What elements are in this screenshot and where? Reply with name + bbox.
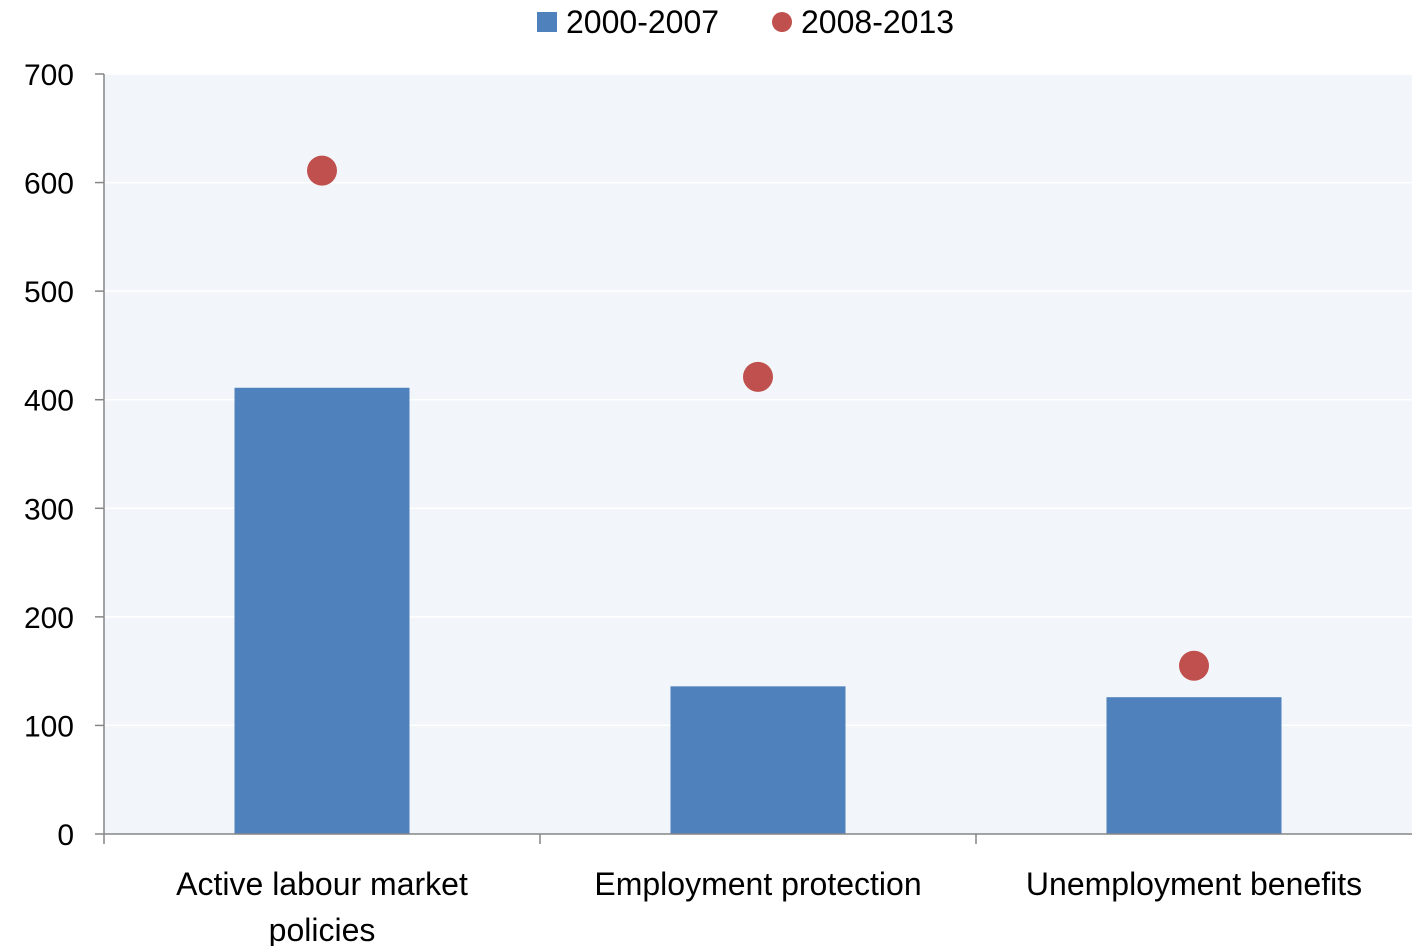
y-tick-label: 100 <box>24 710 74 743</box>
point-2008-2013 <box>743 361 773 392</box>
legend-swatch-2008-2013 <box>772 12 792 32</box>
legend: 2000-2007 2008-2013 <box>537 4 954 40</box>
x-category-label: Active labour market <box>176 866 468 902</box>
bar-2000-2007 <box>670 686 846 834</box>
y-tick-label: 600 <box>24 168 74 201</box>
legend-label-2008-2013: 2008-2013 <box>801 4 954 40</box>
y-tick-label: 700 <box>24 59 74 92</box>
x-category-label: Unemployment benefits <box>1026 866 1362 902</box>
y-tick-label: 200 <box>24 602 74 635</box>
bar-2000-2007 <box>1106 697 1282 834</box>
legend-swatch-2000-2007 <box>537 12 557 32</box>
legend-label-2000-2007: 2000-2007 <box>566 4 719 40</box>
x-category-label: policies <box>269 912 376 946</box>
point-2008-2013 <box>1179 650 1209 681</box>
axes <box>103 74 1412 844</box>
y-tick-label: 400 <box>24 385 74 418</box>
x-category-label: Employment protection <box>594 866 921 902</box>
point-series <box>307 155 1209 681</box>
y-tick-label: 500 <box>24 276 74 309</box>
bar-series <box>234 387 1282 834</box>
y-tick-label: 0 <box>57 819 74 852</box>
point-2008-2013 <box>307 155 337 186</box>
y-axis-ticks: 0 100 200 300 400 500 600 700 <box>24 59 104 852</box>
y-tick-label: 300 <box>24 493 74 526</box>
bar-2000-2007 <box>234 387 410 834</box>
x-axis-labels: Active labour market policies Employment p… <box>176 866 1362 946</box>
